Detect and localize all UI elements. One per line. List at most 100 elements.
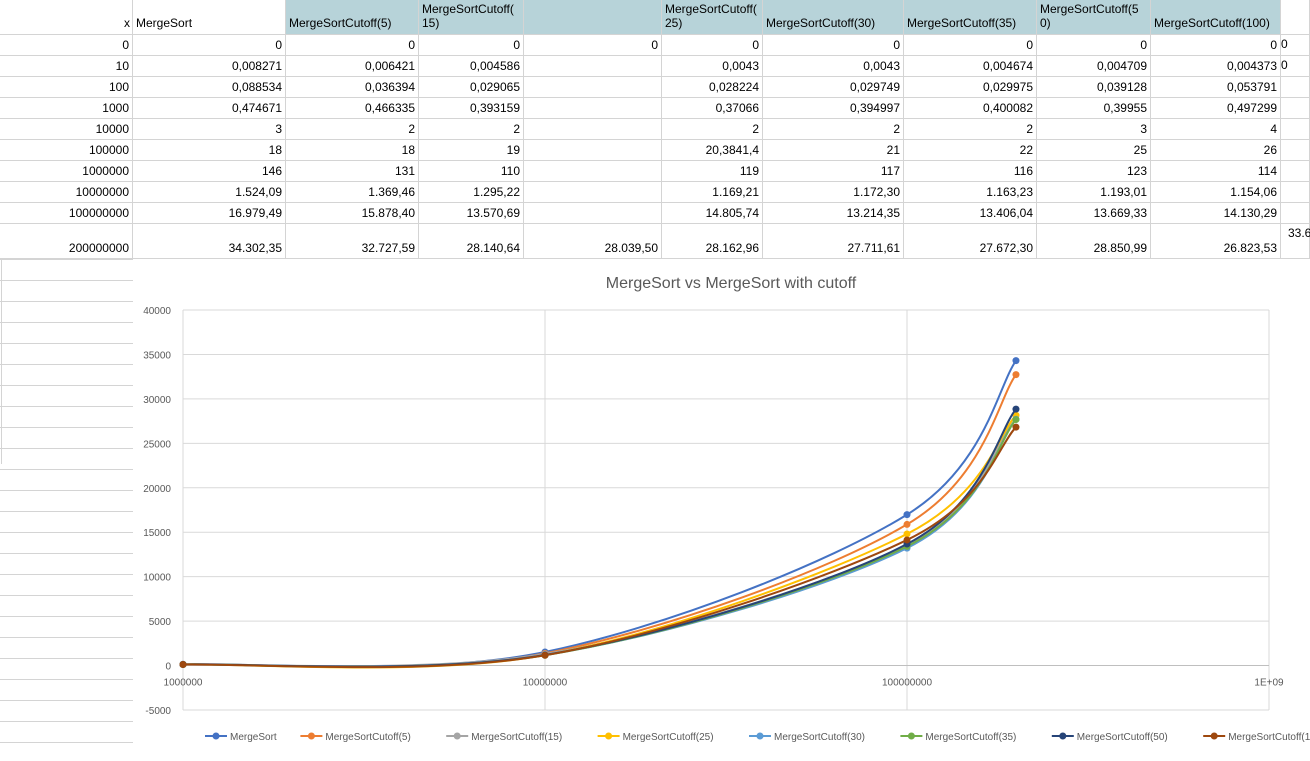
data-cell[interactable]: 0,474671 <box>133 98 286 119</box>
data-cell[interactable]: 34.302,35 <box>133 224 286 259</box>
data-cell[interactable] <box>524 56 662 77</box>
data-cell[interactable]: 119 <box>662 161 763 182</box>
data-cell[interactable]: 0 <box>524 35 662 56</box>
data-cell[interactable]: 18 <box>286 140 419 161</box>
data-cell[interactable]: 114 <box>1151 161 1281 182</box>
data-cell[interactable]: 0,004674 <box>904 56 1037 77</box>
data-cell[interactable]: 2 <box>662 119 763 140</box>
header-cell[interactable]: MergeSortCutoff(5) <box>286 0 419 35</box>
empty-cell[interactable] <box>1281 0 1310 35</box>
header-cell[interactable]: MergeSortCutoff(5 0) <box>1037 0 1151 35</box>
row-x-cell[interactable]: 10000000 <box>0 182 133 203</box>
data-cell[interactable]: 0 <box>1037 35 1151 56</box>
data-cell[interactable]: 1.524,09 <box>133 182 286 203</box>
data-cell[interactable]: 0,028224 <box>662 77 763 98</box>
row-x-cell[interactable]: 100000 <box>0 140 133 161</box>
data-cell[interactable]: 27.711,61 <box>763 224 904 259</box>
row-x-cell[interactable]: 200000000 <box>0 224 133 259</box>
data-cell[interactable]: 146 <box>133 161 286 182</box>
data-cell[interactable]: 0,053791 <box>1151 77 1281 98</box>
data-cell[interactable]: 1.369,46 <box>286 182 419 203</box>
data-cell[interactable]: 1.169,21 <box>662 182 763 203</box>
line-chart[interactable]: MergeSort vs MergeSort with cutoff 40000 3… <box>133 262 1310 756</box>
data-cell[interactable]: 20,3841,4 <box>662 140 763 161</box>
empty-cell[interactable] <box>1281 161 1310 182</box>
data-cell[interactable] <box>524 203 662 224</box>
data-cell[interactable]: 16.979,49 <box>133 203 286 224</box>
data-cell[interactable]: 28.850,99 <box>1037 224 1151 259</box>
data-cell[interactable]: 0,394997 <box>763 98 904 119</box>
data-cell[interactable]: 117 <box>763 161 904 182</box>
row-x-cell[interactable]: 10000 <box>0 119 133 140</box>
header-cell-x[interactable]: x <box>0 0 133 35</box>
data-cell[interactable]: 1.295,22 <box>419 182 524 203</box>
data-cell[interactable]: 0,497299 <box>1151 98 1281 119</box>
data-cell[interactable] <box>524 182 662 203</box>
data-cell[interactable]: 0,466335 <box>286 98 419 119</box>
data-cell[interactable]: 13.570,69 <box>419 203 524 224</box>
data-cell[interactable]: 0 <box>1151 35 1281 56</box>
data-cell[interactable]: 0,37066 <box>662 98 763 119</box>
data-cell[interactable] <box>524 119 662 140</box>
data-cell[interactable]: 0 <box>133 35 286 56</box>
data-cell[interactable]: 131 <box>286 161 419 182</box>
empty-cell[interactable] <box>1281 98 1310 119</box>
data-cell[interactable]: 13.214,35 <box>763 203 904 224</box>
data-cell[interactable]: 0 <box>419 35 524 56</box>
row-x-cell[interactable]: 1000000 <box>0 161 133 182</box>
data-cell[interactable]: 13.406,04 <box>904 203 1037 224</box>
data-cell[interactable]: 21 <box>763 140 904 161</box>
empty-cell[interactable] <box>1281 119 1310 140</box>
data-cell[interactable]: 28.039,50 <box>524 224 662 259</box>
data-cell[interactable]: 0,004373 <box>1151 56 1281 77</box>
data-cell[interactable]: 0,088534 <box>133 77 286 98</box>
data-cell[interactable]: 2 <box>904 119 1037 140</box>
empty-cell[interactable] <box>1281 77 1310 98</box>
data-cell[interactable]: 4 <box>1151 119 1281 140</box>
data-cell[interactable]: 0,008271 <box>133 56 286 77</box>
data-cell[interactable]: 0 <box>286 35 419 56</box>
data-cell[interactable]: 0 <box>904 35 1037 56</box>
empty-cell[interactable] <box>1281 140 1310 161</box>
data-cell[interactable]: 0 <box>662 35 763 56</box>
data-cell[interactable]: 18 <box>133 140 286 161</box>
data-cell[interactable]: 0,0043 <box>763 56 904 77</box>
data-cell[interactable]: 28.162,96 <box>662 224 763 259</box>
data-cell[interactable]: 3 <box>133 119 286 140</box>
data-cell[interactable]: 2 <box>419 119 524 140</box>
empty-cell[interactable] <box>1281 182 1310 203</box>
data-cell[interactable]: 3 <box>1037 119 1151 140</box>
empty-cell[interactable] <box>1281 203 1310 224</box>
row-x-cell[interactable]: 1000 <box>0 98 133 119</box>
header-cell[interactable]: MergeSortCutoff( 15) <box>419 0 524 35</box>
data-cell[interactable]: 1.154,06 <box>1151 182 1281 203</box>
data-cell[interactable]: 2 <box>763 119 904 140</box>
data-cell[interactable]: 116 <box>904 161 1037 182</box>
data-cell[interactable]: 0,029975 <box>904 77 1037 98</box>
header-cell[interactable]: MergeSortCutoff(100) <box>1151 0 1281 35</box>
data-cell[interactable] <box>524 161 662 182</box>
data-cell[interactable]: 0,036394 <box>286 77 419 98</box>
data-cell[interactable]: 0,029749 <box>763 77 904 98</box>
data-cell[interactable]: 0,029065 <box>419 77 524 98</box>
header-cell[interactable]: MergeSortCutoff(30) <box>763 0 904 35</box>
data-cell[interactable]: 0,039128 <box>1037 77 1151 98</box>
data-cell[interactable]: 0,004586 <box>419 56 524 77</box>
data-cell[interactable] <box>524 98 662 119</box>
data-cell[interactable]: 123 <box>1037 161 1151 182</box>
data-cell[interactable]: 19 <box>419 140 524 161</box>
data-cell[interactable]: 26 <box>1151 140 1281 161</box>
data-cell[interactable]: 0 <box>763 35 904 56</box>
data-cell[interactable]: 27.672,30 <box>904 224 1037 259</box>
header-cell[interactable]: MergeSortCutoff(35) <box>904 0 1037 35</box>
data-cell[interactable]: 110 <box>419 161 524 182</box>
data-cell[interactable]: 0,006421 <box>286 56 419 77</box>
header-cell[interactable]: MergeSort <box>133 0 286 35</box>
data-cell[interactable]: 32.727,59 <box>286 224 419 259</box>
row-x-cell[interactable]: 0 <box>0 35 133 56</box>
data-cell[interactable]: 25 <box>1037 140 1151 161</box>
row-x-cell[interactable]: 100000000 <box>0 203 133 224</box>
data-cell[interactable] <box>524 140 662 161</box>
data-cell[interactable]: 0,400082 <box>904 98 1037 119</box>
data-cell[interactable]: 0,393159 <box>419 98 524 119</box>
